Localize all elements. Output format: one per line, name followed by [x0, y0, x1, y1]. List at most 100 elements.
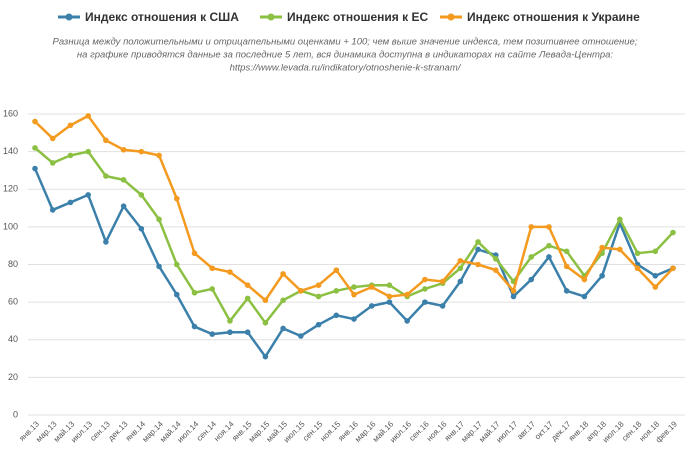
data-point: [634, 265, 641, 272]
data-point: [191, 289, 198, 296]
data-point: [634, 250, 641, 257]
data-point: [599, 272, 605, 279]
data-point: [280, 297, 286, 304]
legend-marker: [65, 13, 73, 21]
data-point: [422, 299, 428, 305]
data-point: [475, 246, 481, 253]
data-point: [422, 286, 428, 292]
data-point: [333, 288, 340, 294]
y-tick-label: 0: [13, 409, 18, 419]
data-point: [315, 321, 322, 328]
data-point: [351, 284, 357, 290]
data-point: [32, 118, 38, 125]
data-point: [103, 137, 109, 144]
data-point: [227, 269, 233, 275]
legend-marker: [267, 13, 275, 21]
data-point: [581, 276, 588, 283]
data-point: [457, 265, 464, 272]
data-point: [404, 291, 410, 298]
data-point: [262, 297, 269, 304]
data-point: [262, 353, 269, 360]
data-point: [563, 263, 570, 270]
data-point: [49, 207, 56, 213]
data-point: [209, 286, 216, 292]
data-point: [209, 331, 216, 337]
data-point: [333, 312, 340, 319]
data-point: [546, 224, 552, 230]
data-point: [138, 225, 145, 232]
data-point: [67, 122, 74, 129]
data-point: [120, 203, 127, 209]
data-point: [528, 254, 535, 260]
data-point: [386, 293, 393, 300]
data-point: [120, 177, 127, 183]
data-point: [599, 244, 605, 251]
legend-marker: [447, 13, 455, 21]
data-point: [563, 288, 570, 294]
data-point: [475, 261, 481, 268]
data-point: [298, 288, 304, 294]
subtitle: Разница между положительными и отрицател…: [53, 37, 638, 48]
series-line: [33, 168, 674, 359]
data-point: [457, 257, 464, 264]
data-point: [492, 267, 499, 273]
data-point: [85, 148, 91, 155]
data-point: [173, 195, 180, 202]
data-point: [103, 173, 109, 179]
data-point: [386, 299, 393, 305]
data-point: [138, 192, 145, 198]
data-point: [546, 254, 552, 260]
data-point: [457, 278, 464, 285]
data-point: [652, 284, 659, 290]
data-point: [227, 318, 233, 324]
data-point: [244, 329, 251, 336]
data-point: [617, 246, 623, 253]
subtitle: на графике приводятся данные за последни…: [77, 50, 613, 61]
data-point: [32, 165, 38, 172]
y-tick-label: 140: [3, 146, 18, 156]
series-line: [34, 114, 674, 303]
y-tick-label: 20: [8, 372, 18, 382]
data-point: [103, 239, 109, 245]
data-point: [670, 229, 676, 236]
data-point: [156, 216, 162, 223]
data-point: [439, 278, 446, 285]
x-tick-label: авг.17: [515, 419, 537, 441]
data-point: [227, 329, 233, 336]
data-point: [439, 303, 446, 309]
legend-label: Индекс отношения к США: [85, 10, 239, 24]
y-tick-label: 120: [3, 184, 18, 194]
data-point: [67, 199, 74, 206]
data-point: [315, 293, 322, 300]
data-point: [492, 256, 499, 262]
data-point: [351, 316, 357, 322]
data-point: [528, 224, 535, 230]
data-point: [280, 325, 286, 332]
data-point: [173, 261, 180, 268]
data-point: [670, 265, 676, 272]
data-point: [120, 146, 127, 153]
data-point: [404, 318, 410, 324]
data-point: [156, 152, 162, 159]
data-point: [85, 113, 91, 119]
y-tick-label: 80: [8, 259, 18, 269]
data-point: [280, 271, 286, 277]
data-point: [191, 323, 198, 330]
data-point: [138, 148, 145, 155]
data-point: [510, 288, 517, 294]
data-point: [546, 242, 552, 249]
legend-label: Индекс отношения к Украине: [467, 10, 640, 24]
data-point: [652, 272, 659, 279]
data-point: [475, 239, 481, 245]
data-point: [209, 265, 216, 272]
data-point: [528, 276, 535, 283]
data-point: [368, 303, 375, 309]
data-point: [32, 145, 38, 151]
data-point: [333, 267, 340, 273]
y-tick-label: 100: [3, 221, 18, 231]
data-point: [581, 293, 588, 300]
data-point: [49, 135, 56, 142]
data-point: [298, 333, 304, 339]
data-point: [173, 291, 180, 298]
